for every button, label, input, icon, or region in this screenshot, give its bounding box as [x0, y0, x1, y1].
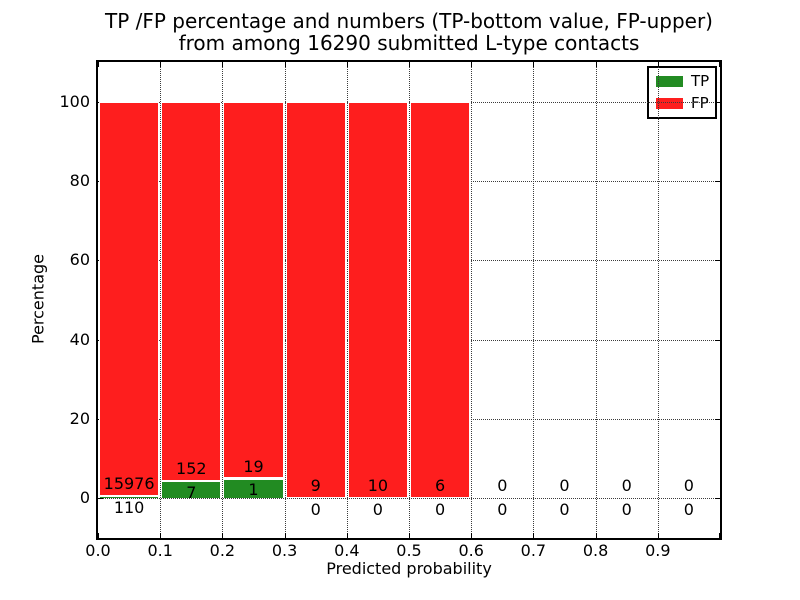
y-tick-label: 100 [59, 91, 90, 111]
gridline-vertical [595, 62, 597, 538]
y-tick-label: 0 [79, 488, 90, 508]
legend-entry: TP [656, 72, 710, 90]
gridline-vertical [346, 62, 348, 538]
x-tick-mark [595, 62, 597, 67]
x-tick-label: 0.9 [645, 541, 671, 560]
tp-count-label: 0 [559, 500, 570, 520]
x-tick-mark [98, 533, 99, 538]
bar-fp-segment [285, 101, 346, 499]
x-tick-mark [595, 533, 597, 538]
y-tick-label: 40 [69, 329, 90, 349]
y-tick-mark [715, 498, 720, 500]
x-tick-mark [533, 62, 535, 67]
x-tick-mark [160, 533, 162, 538]
tp-count-label: 7 [186, 482, 197, 502]
fp-count-label: 19 [243, 456, 264, 476]
x-tick-mark [471, 533, 473, 538]
y-tick-mark [715, 260, 720, 262]
tp-count-label: 1 [248, 480, 259, 500]
tp-count-label: 0 [310, 500, 321, 520]
fp-count-label: 15976 [103, 473, 155, 493]
bar-fp-segment [410, 101, 471, 499]
x-tick-mark [346, 533, 348, 538]
x-tick-mark [222, 62, 224, 67]
x-tick-mark [409, 533, 410, 538]
y-tick-mark [98, 498, 103, 500]
x-axis-label: Predicted probability [326, 559, 492, 578]
gridline-vertical [160, 62, 162, 538]
tp-count-label: 0 [683, 500, 694, 520]
tp-count-label: 0 [497, 500, 508, 520]
y-tick-mark [715, 339, 720, 341]
x-tick-mark [719, 62, 720, 67]
x-tick-label: 0.8 [582, 541, 609, 560]
bar-tp-segment [99, 495, 160, 499]
x-tick-mark [160, 62, 162, 67]
gridline-vertical [471, 62, 473, 538]
y-tick-label: 80 [69, 171, 90, 190]
tp-count-label: 110 [113, 497, 145, 517]
fp-count-label: 0 [621, 476, 632, 496]
fp-count-label: 6 [435, 476, 446, 496]
legend-swatch-fp [656, 98, 683, 109]
gridline-vertical [284, 62, 286, 538]
tp-count-label: 0 [621, 500, 632, 520]
gridline-vertical [657, 62, 659, 538]
chart-title: TP /FP percentage and numbers (TP-bottom… [98, 10, 720, 54]
fp-count-label: 10 [367, 476, 389, 496]
x-tick-label: 0.2 [209, 541, 236, 560]
x-tick-mark [284, 533, 286, 538]
x-tick-label: 0.5 [396, 541, 422, 560]
y-axis-label: Percentage [28, 253, 48, 345]
tp-count-label: 0 [435, 500, 446, 520]
legend-entry: FP [656, 94, 709, 112]
bar-fp-segment [223, 101, 284, 479]
bar-fp-segment [161, 101, 222, 481]
chart-title-line2: from among 16290 submitted L-type contac… [178, 31, 640, 55]
x-tick-mark [657, 62, 659, 67]
x-tick-mark [471, 62, 473, 67]
y-tick-mark [715, 419, 720, 420]
y-tick-mark [715, 101, 720, 103]
x-tick-mark [346, 62, 348, 67]
gridline-vertical [222, 62, 224, 538]
bar-fp-segment [99, 101, 160, 496]
x-tick-label: 0.1 [147, 541, 173, 560]
x-tick-mark [657, 533, 659, 538]
legend-label: TP [691, 72, 710, 90]
bar-fp-segment [347, 101, 408, 499]
x-tick-mark [533, 533, 535, 538]
x-tick-label: 0.0 [85, 541, 111, 560]
bar-tp-segment [223, 478, 284, 499]
fp-count-label: 0 [683, 476, 694, 496]
x-tick-mark [98, 62, 99, 67]
x-tick-mark [284, 62, 286, 67]
x-tick-mark [409, 62, 410, 67]
gridline-vertical [533, 62, 535, 538]
x-tick-label: 0.7 [520, 541, 547, 560]
fp-count-label: 9 [310, 476, 321, 496]
x-tick-mark [222, 533, 224, 538]
y-tick-mark [715, 181, 720, 182]
x-tick-label: 0.3 [271, 541, 298, 560]
fp-count-label: 152 [176, 458, 207, 478]
plot-area: TP FP 15976 110 152 7 19 1 9 0 10 0 6 0 0 0 0 0 0 0 0 0 [96, 60, 722, 540]
chart-title-line1: TP /FP percentage and numbers (TP-bottom… [105, 9, 713, 33]
bar-tp-segment [161, 480, 222, 499]
legend-label: FP [691, 94, 709, 112]
y-tick-label: 60 [69, 250, 90, 270]
x-tick-label: 0.6 [458, 541, 484, 560]
x-tick-mark [719, 533, 720, 538]
fp-count-label: 0 [559, 476, 570, 496]
gridline-vertical [409, 62, 410, 538]
legend-swatch-tp [656, 76, 683, 87]
tp-count-label: 0 [372, 500, 383, 520]
y-tick-label: 20 [69, 409, 90, 428]
fp-count-label: 0 [497, 476, 508, 496]
x-tick-label: 0.4 [334, 541, 360, 560]
